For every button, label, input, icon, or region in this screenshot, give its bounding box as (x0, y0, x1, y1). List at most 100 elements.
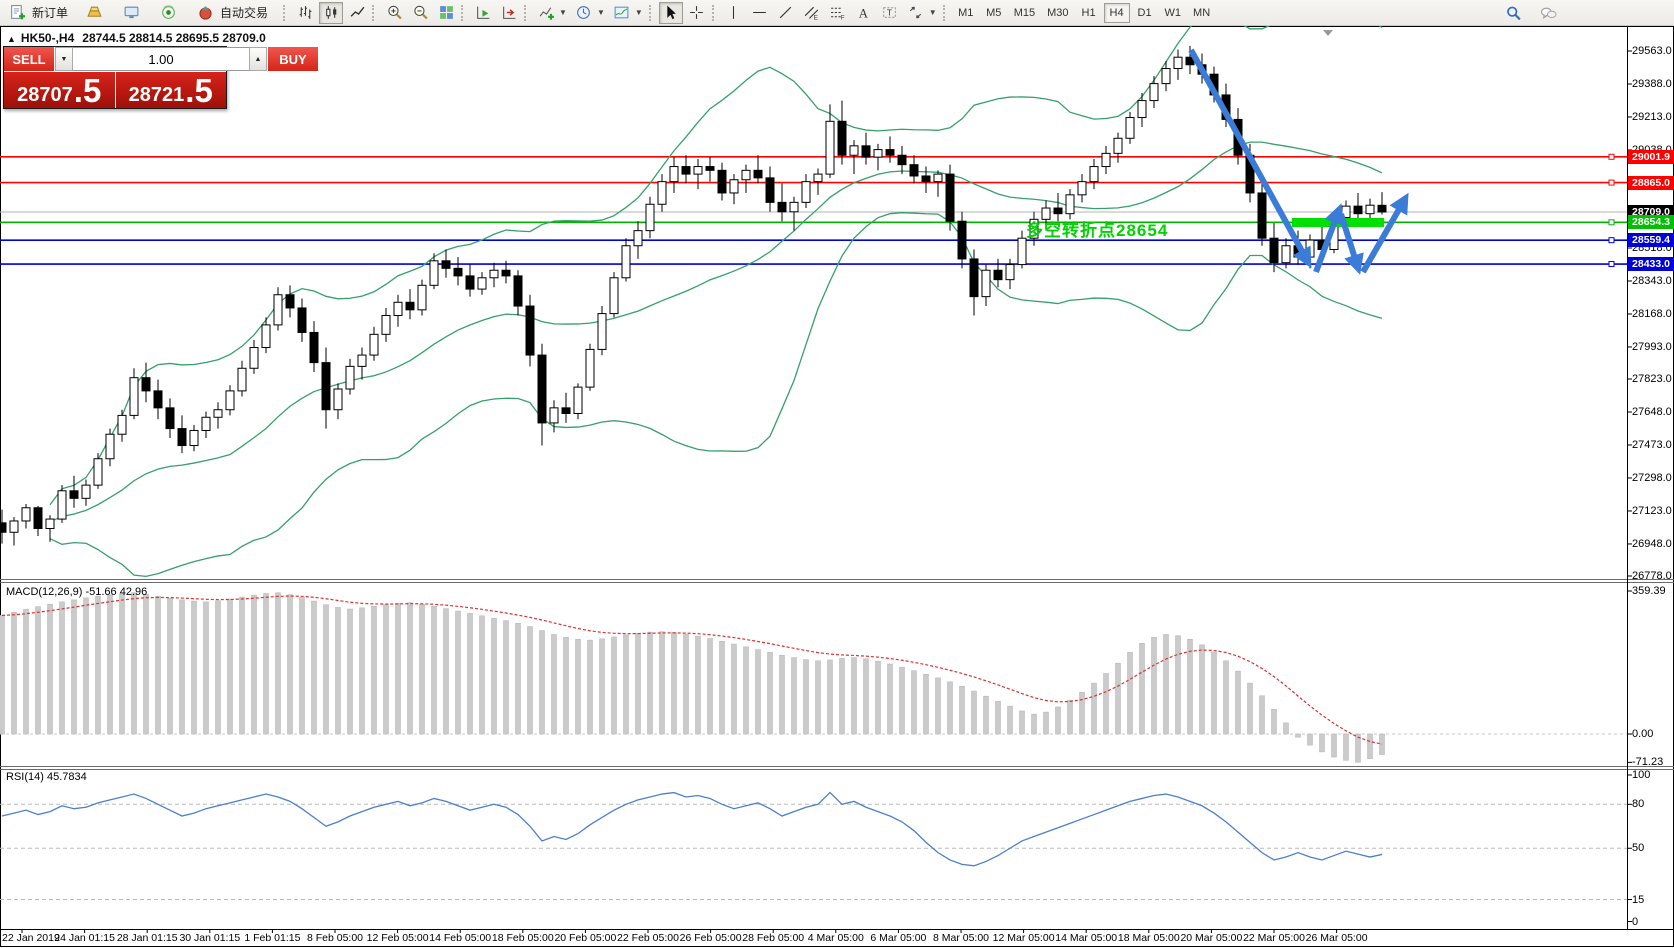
line-chart-icon[interactable] (345, 2, 369, 24)
tab-timeframe-w1[interactable]: W1 (1160, 3, 1187, 23)
periods-icon-dropdown[interactable]: ▼ (596, 8, 605, 17)
horizontal-line-icon[interactable] (748, 2, 772, 24)
auto-trading-icon[interactable] (193, 2, 217, 24)
buy-price-frac: .5 (185, 72, 213, 109)
arrows-icon-dropdown[interactable]: ▼ (928, 8, 937, 17)
auto-scroll-icon[interactable] (471, 2, 495, 24)
crosshair-icon[interactable] (685, 2, 709, 24)
price-tick: 28343.0 (1632, 274, 1672, 287)
sell-price-frac: .5 (73, 72, 102, 109)
time-tick: 6 Mar 05:00 (870, 932, 927, 944)
cursor-icon[interactable] (658, 1, 683, 24)
time-tick: 24 Jan 01:15 (54, 932, 115, 944)
chart-header: ▲ HK50-,H4 28744.5 28814.5 28695.5 28709.0 (7, 31, 266, 45)
indicators-icon-dropdown[interactable]: ▼ (559, 8, 567, 17)
rsi-tick: 100 (1632, 769, 1651, 781)
time-tick: 14 Feb 05:00 (429, 932, 492, 944)
time-tick: 18 Feb 05:00 (491, 932, 554, 944)
volume-input[interactable] (73, 47, 249, 71)
candlestick-icon[interactable] (319, 1, 344, 24)
new-order-icon-label: 新订单 (32, 6, 69, 20)
symbol-collapse-icon[interactable]: ▲ (7, 34, 16, 44)
time-tick: 1 Feb 01:15 (244, 932, 301, 944)
buy-price-display[interactable]: 28721.5 (114, 72, 226, 109)
tab-timeframe-mn[interactable]: MN (1188, 3, 1215, 23)
toolbar: 新订单 自动交易 ▼ ▼ ▼ E F A T ▼ M1 M5 M15 M30 H1 H4 D1 W1 MN (0, 0, 1674, 26)
sell-price-main: 28707 (17, 84, 73, 106)
toolbar-group-standard: 新订单 自动交易 (4, 0, 281, 25)
fibonacci-icon[interactable]: F (826, 2, 850, 24)
time-tick: 28 Jan 01:15 (116, 932, 178, 944)
macd-label: MACD(12,26,9) -51.66 42.96 (6, 586, 148, 598)
signal-icon[interactable] (156, 2, 180, 24)
volume-decrease-button[interactable]: ▼ (55, 47, 73, 71)
bar-chart-icon[interactable] (293, 2, 317, 24)
text-label-icon[interactable]: T (878, 2, 902, 24)
tab-timeframe-m5[interactable]: M5 (981, 3, 1007, 23)
templates-icon-dropdown[interactable]: ▼ (634, 8, 643, 17)
time-tick: 26 Feb 05:00 (679, 932, 742, 944)
tile-windows-icon[interactable] (434, 2, 458, 24)
tab-timeframe-h1[interactable]: H1 (1076, 3, 1102, 23)
sell-button[interactable]: SELL (4, 47, 54, 71)
time-tick: 20 Mar 05:00 (1180, 932, 1243, 944)
time-tick: 20 Feb 05:00 (554, 932, 617, 944)
zoom-in-icon[interactable] (382, 2, 406, 24)
main-price-pane (0, 11, 1627, 578)
toolbar-group-cursor (658, 0, 710, 25)
pivot-annotation[interactable]: 多空转折点28654 (1026, 221, 1169, 240)
toolbar-group-objects: ▼ ▼ ▼ (533, 0, 647, 25)
hline-price-badge: 29001.9 (1628, 149, 1674, 164)
zoom-out-icon[interactable] (408, 2, 432, 24)
text-icon[interactable]: A (852, 2, 876, 24)
one-click-trading-panel: SELL ▼ ▲ BUY 28707.5 28721.5 (3, 46, 318, 109)
chart-shift-icon[interactable] (497, 2, 521, 24)
tab-timeframe-m1[interactable]: M1 (953, 3, 979, 23)
tab-timeframe-m30[interactable]: M30 (1042, 3, 1073, 23)
toolbar-group-timeframes: M1 M5 M15 M30 H1 H4 D1 W1 MN (952, 0, 1216, 25)
macd-signal-line (1, 595, 1383, 745)
symbol-period-label: HK50-,H4 (20, 31, 75, 45)
price-tick: 28168.0 (1632, 307, 1672, 320)
tab-timeframe-h4[interactable]: H4 (1103, 2, 1130, 23)
sell-price-display[interactable]: 28707.5 (4, 72, 115, 108)
time-tick: 22 Feb 05:00 (617, 932, 679, 944)
terminal-icon[interactable] (119, 2, 143, 24)
ohlc-values: 28744.5 28814.5 28695.5 28709.0 (82, 31, 266, 45)
hline-price-badge: 28865.0 (1628, 175, 1674, 190)
price-tick: 29563.0 (1632, 45, 1672, 57)
time-tick: 4 Mar 05:00 (807, 932, 864, 944)
tab-timeframe-m15[interactable]: M15 (1009, 3, 1040, 23)
volume-increase-button[interactable]: ▲ (249, 47, 267, 71)
chat-icon[interactable] (1536, 2, 1560, 24)
candlesticks (0, 45, 1387, 546)
time-tick: 30 Jan 01:15 (179, 932, 241, 944)
arrows-icon[interactable] (904, 2, 928, 24)
svg-text:A: A (859, 6, 869, 20)
templates-icon[interactable] (610, 2, 634, 24)
trend-arrow (1188, 48, 1312, 269)
price-tick: 27823.0 (1632, 373, 1672, 385)
indicators-icon[interactable] (534, 2, 558, 24)
periods-icon[interactable] (572, 2, 596, 24)
time-tick: 14 Mar 05:00 (1055, 932, 1118, 944)
time-tick: 18 Mar 05:00 (1117, 932, 1180, 944)
price-tick: 26948.0 (1632, 537, 1672, 550)
shift-marker-icon (1323, 30, 1333, 36)
trend-arrow (1338, 213, 1364, 275)
time-tick: 26 Mar 05:00 (1305, 932, 1368, 944)
svg-text:T: T (887, 8, 892, 18)
trendline-icon[interactable] (774, 2, 798, 24)
gold-icon[interactable] (82, 2, 106, 24)
search-icon[interactable] (1501, 2, 1525, 24)
hline-price-badge: 28654.3 (1628, 215, 1674, 230)
vertical-line-icon[interactable] (722, 2, 746, 24)
buy-button[interactable]: BUY (268, 47, 318, 71)
channel-icon[interactable]: E (800, 2, 824, 24)
price-tick: 27123.0 (1632, 504, 1672, 517)
new-order-icon[interactable] (5, 2, 29, 24)
rsi-tick: 50 (1632, 842, 1645, 855)
time-tick: 28 Feb 05:00 (742, 932, 805, 944)
tab-timeframe-d1[interactable]: D1 (1132, 3, 1158, 23)
